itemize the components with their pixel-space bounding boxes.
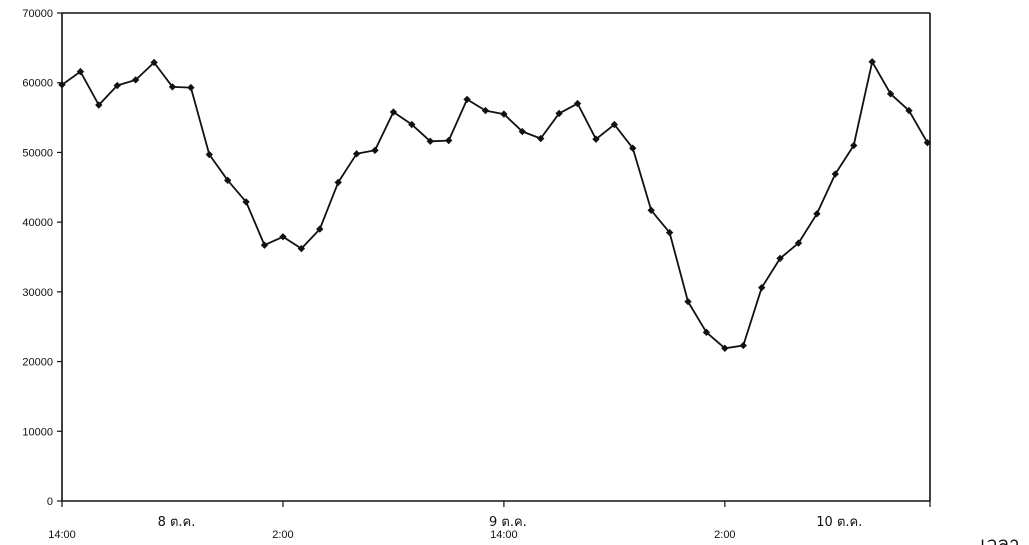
x-date-label: 9 ต.ค. — [489, 515, 527, 530]
data-point — [537, 134, 545, 143]
data-point — [702, 328, 711, 337]
data-point — [905, 106, 913, 115]
y-tick-label: 20000 — [22, 357, 53, 369]
y-tick-label: 0 — [47, 496, 53, 508]
y-tick-label: 70000 — [22, 8, 53, 20]
data-point — [776, 254, 784, 263]
series-line — [61, 60, 929, 350]
data-point — [445, 136, 453, 145]
x-date-label: 8 ต.ค. — [158, 515, 196, 530]
x-time-label: 2:00 — [272, 529, 293, 541]
data-point — [371, 146, 379, 155]
data-point — [758, 283, 766, 292]
data-point — [187, 83, 195, 92]
data-point — [665, 228, 674, 237]
data-point — [389, 108, 398, 116]
data-point — [205, 150, 213, 159]
data-point — [868, 58, 876, 66]
x-time-label: 14:00 — [48, 529, 76, 541]
data-point — [408, 120, 416, 129]
data-point — [260, 241, 269, 249]
data-point — [242, 198, 250, 206]
data-point — [150, 58, 158, 67]
x-time-label: 2:00 — [714, 529, 735, 541]
x-date-label: 10 ต.ค. — [816, 515, 862, 530]
data-point — [352, 150, 361, 158]
data-point — [500, 110, 508, 118]
data-point — [279, 233, 287, 241]
data-point — [555, 109, 563, 118]
x-time-label: 14:00 — [490, 529, 518, 541]
data-point — [647, 206, 655, 214]
data-point — [629, 144, 637, 152]
data-point — [573, 99, 582, 108]
y-tick-label: 50000 — [22, 147, 53, 159]
data-point — [831, 170, 839, 178]
y-tick-label: 30000 — [22, 287, 53, 299]
data-point — [794, 239, 803, 247]
y-tick-label: 10000 — [22, 426, 53, 438]
x-axis-title: เวลา — [980, 533, 1019, 545]
y-tick-label: 60000 — [22, 78, 53, 90]
data-point — [95, 101, 103, 109]
data-point — [721, 344, 729, 352]
y-tick-label: 40000 — [22, 217, 53, 229]
data-point — [684, 297, 692, 306]
data-point — [481, 106, 490, 115]
data-point — [739, 341, 747, 350]
